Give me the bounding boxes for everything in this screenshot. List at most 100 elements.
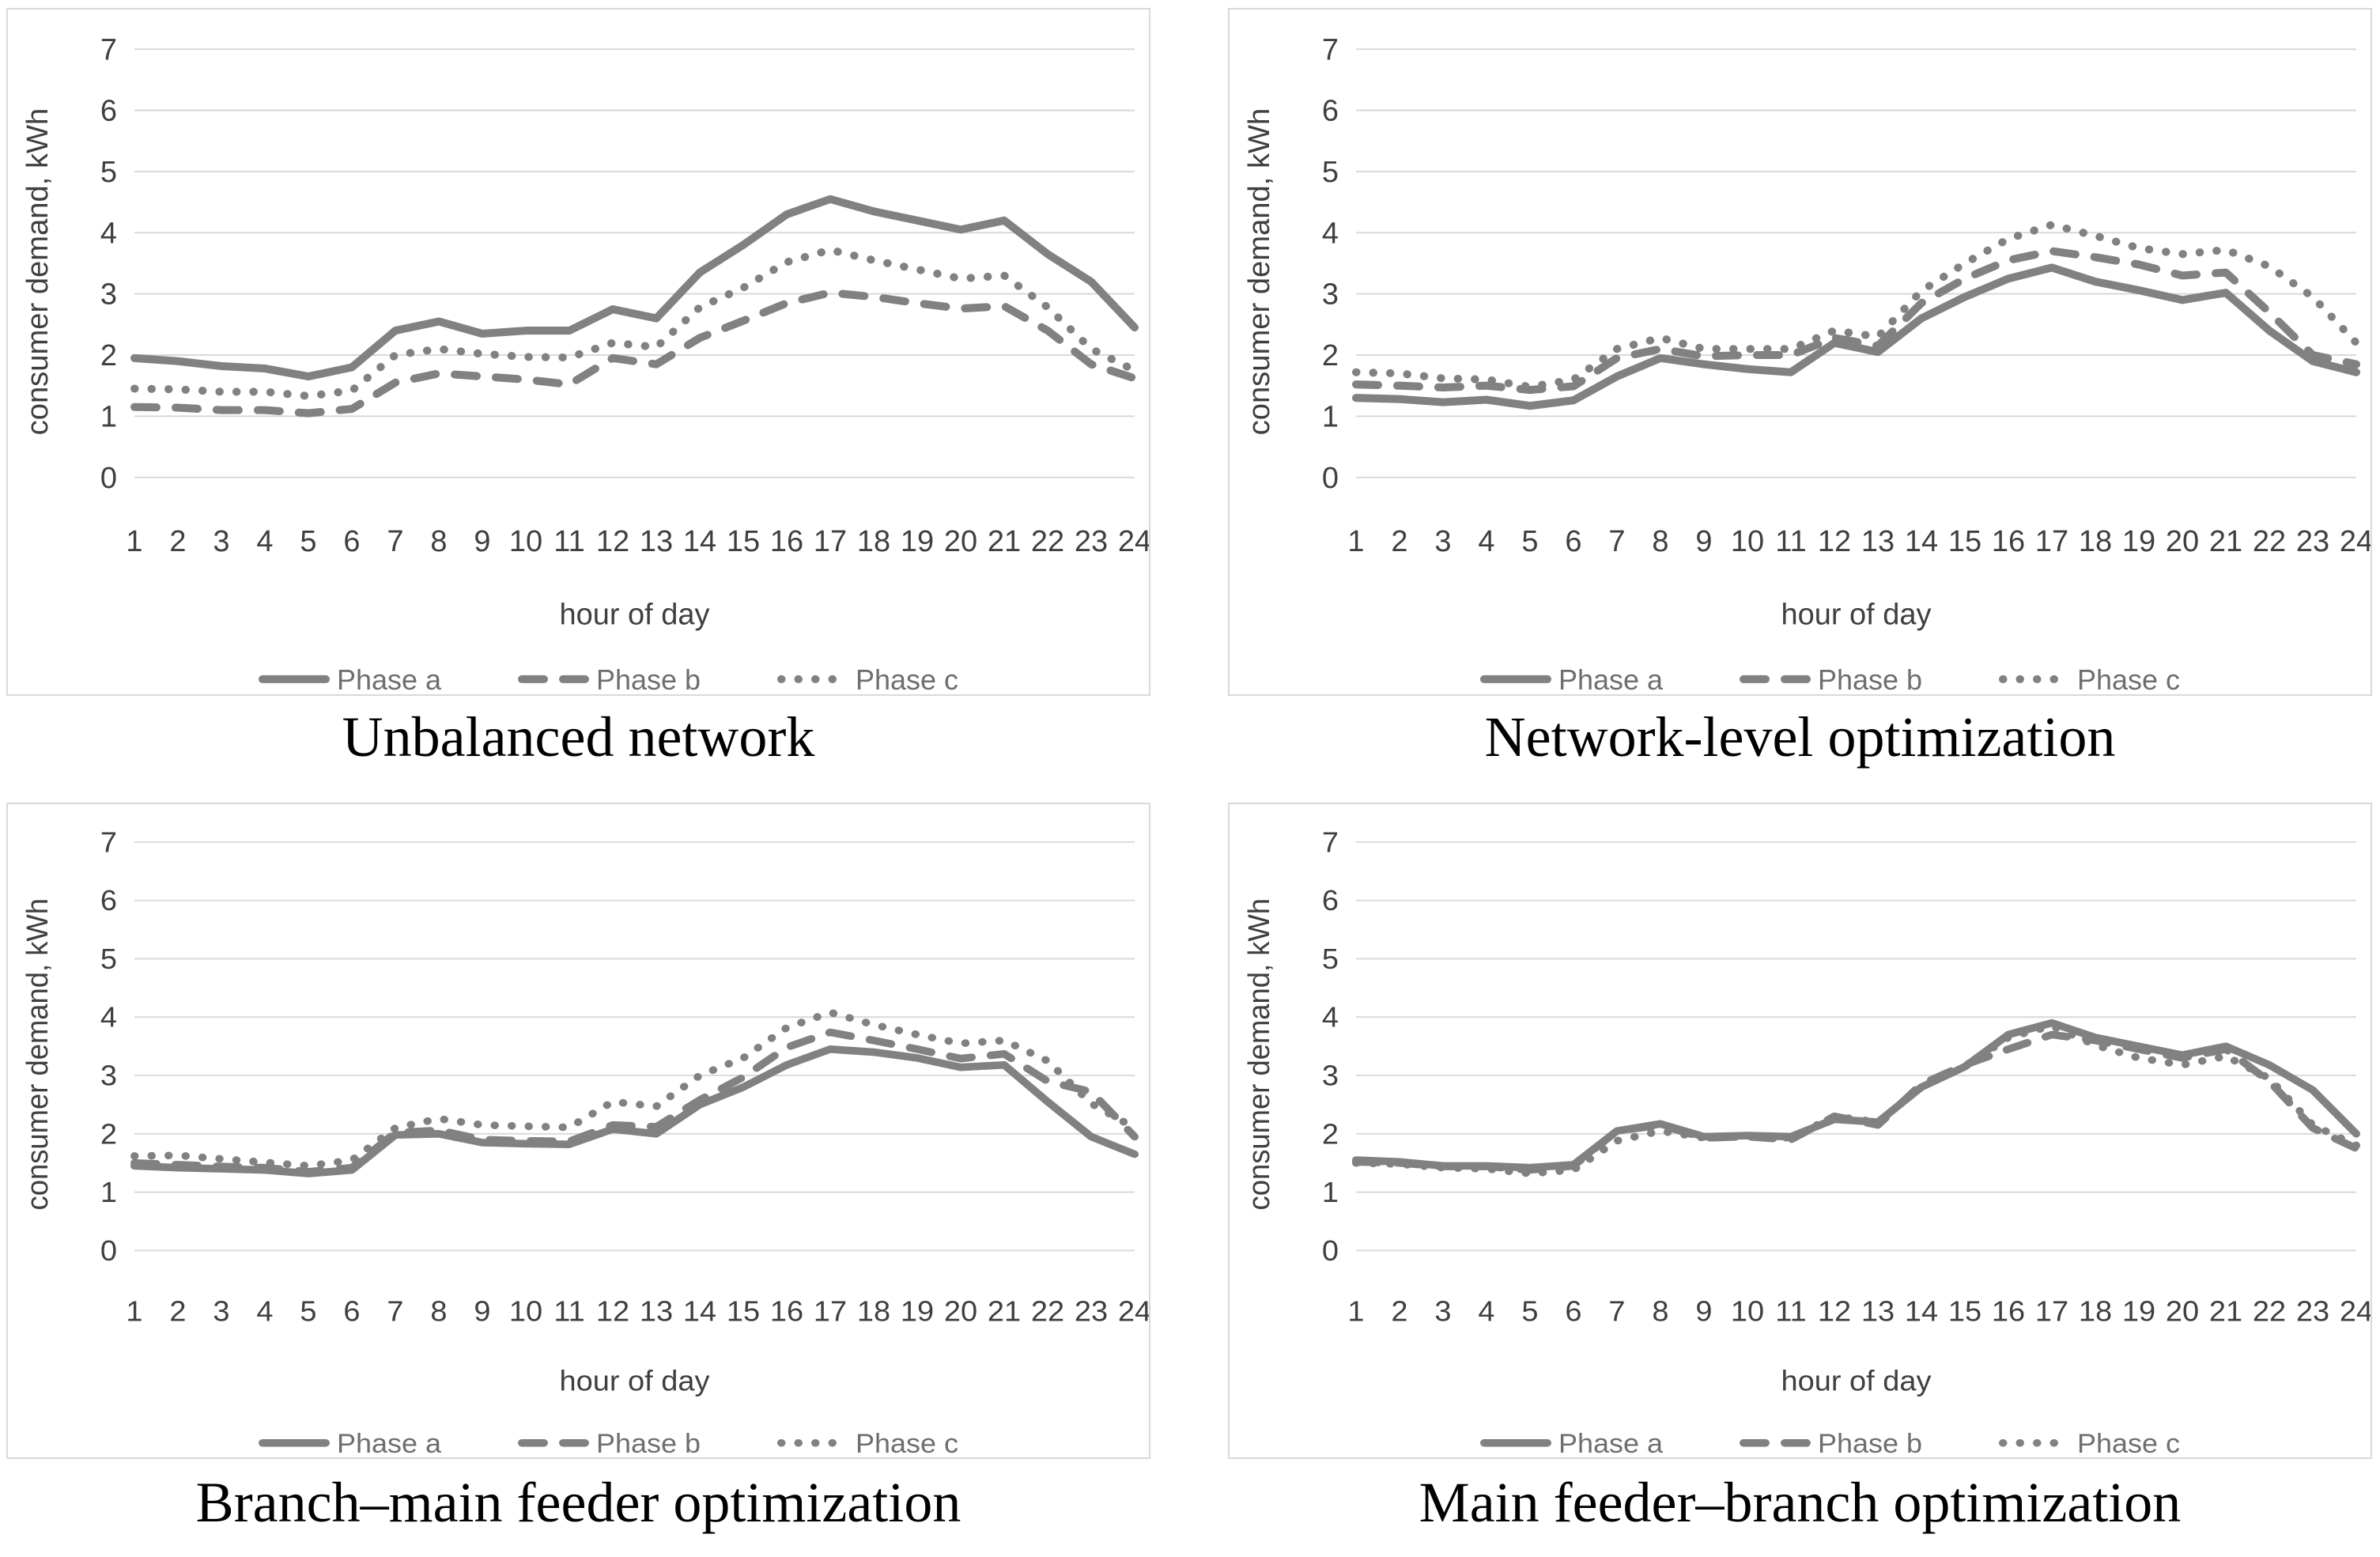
- legend-label-phase-b: Phase b: [1818, 1429, 1922, 1457]
- x-tick-label-24: 24: [1118, 1294, 1149, 1327]
- y-tick-label-7: 7: [100, 826, 117, 858]
- x-tick-label-6: 6: [1565, 525, 1581, 558]
- x-tick-label-19: 19: [901, 525, 934, 558]
- x-tick-label-17: 17: [2035, 1294, 2068, 1327]
- y-tick-label-4: 4: [100, 1000, 117, 1033]
- x-tick-label-22: 22: [2253, 1294, 2286, 1327]
- y-tick-label-2: 2: [100, 1117, 117, 1150]
- x-tick-label-9: 9: [1695, 1294, 1712, 1327]
- x-tick-label-15: 15: [1948, 525, 1981, 558]
- series-line-phase-c: [1352, 221, 2360, 391]
- x-tick-label-11: 11: [553, 525, 584, 558]
- series-line-phase-a: [130, 195, 1139, 381]
- x-tick-label-14: 14: [1905, 1294, 1938, 1327]
- chart-panel-network-level-optimization: 0 1 2 3 4 5 6 7 consumer demand, kWh 1 2 3 4 5 6 7 8 9 10 1…: [1228, 8, 2372, 696]
- x-tick-label-9: 9: [474, 1294, 490, 1327]
- y-tick-label-4: 4: [1322, 217, 1339, 250]
- x-tick-label-9: 9: [474, 525, 490, 558]
- legend-label-phase-b: Phase b: [1818, 663, 1922, 694]
- chart-panel-branch-main-feeder-optimization: 0 1 2 3 4 5 6 7 consumer demand, kWh 1 2 3 4 5 6 7 8 9 10 1…: [6, 803, 1150, 1459]
- legend-label-phase-c: Phase c: [856, 1429, 958, 1457]
- y-axis-title: consumer demand, kWh: [21, 108, 55, 436]
- y-axis-title: consumer demand, kWh: [1241, 898, 1275, 1211]
- x-tick-label-12: 12: [1818, 1294, 1851, 1327]
- y-tick-label-2: 2: [1322, 1117, 1339, 1150]
- x-tick-label-15: 15: [727, 525, 760, 558]
- y-tick-label-1: 1: [1322, 1176, 1339, 1208]
- series-line-phase-c: [1352, 1022, 2360, 1177]
- x-tick-label-3: 3: [213, 525, 229, 558]
- x-tick-label-20: 20: [944, 525, 977, 558]
- y-tick-label-5: 5: [100, 156, 117, 189]
- x-tick-label-15: 15: [1948, 1294, 1981, 1327]
- x-axis-title: hour of day: [559, 1364, 709, 1396]
- y-tick-label-5: 5: [100, 943, 117, 975]
- x-tick-label-3: 3: [1434, 1294, 1451, 1327]
- y-tick-label-4: 4: [1322, 1000, 1339, 1033]
- x-tick-label-18: 18: [2079, 1294, 2112, 1327]
- x-tick-label-14: 14: [683, 525, 716, 558]
- chart-panel-unbalanced-network: 0 1 2 3 4 5 6 7 consumer demand, kWh 1 2 3 4 5 6 7 8 9 10 1…: [6, 8, 1150, 696]
- x-tick-label-3: 3: [1434, 525, 1451, 558]
- series-line-phase-c: [130, 245, 1139, 400]
- x-tick-label-7: 7: [1608, 1294, 1625, 1327]
- x-tick-label-12: 12: [596, 1294, 629, 1327]
- x-tick-label-21: 21: [988, 525, 1021, 558]
- y-tick-label-6: 6: [1322, 95, 1339, 128]
- y-tick-label-6: 6: [1322, 884, 1339, 916]
- y-axis-title: consumer demand, kWh: [20, 898, 54, 1211]
- series-line-phase-b: [1352, 1030, 2360, 1174]
- y-tick-label-1: 1: [1322, 400, 1339, 433]
- x-tick-label-16: 16: [1992, 1294, 2025, 1327]
- x-tick-label-23: 23: [1075, 525, 1108, 558]
- x-tick-label-12: 12: [1818, 525, 1851, 558]
- x-tick-label-13: 13: [1861, 1294, 1895, 1327]
- x-tick-label-22: 22: [1031, 525, 1064, 558]
- x-axis-title: hour of day: [1781, 599, 1931, 632]
- x-tick-label-11: 11: [1775, 525, 1806, 558]
- x-tick-label-16: 16: [770, 525, 803, 558]
- y-tick-label-7: 7: [1322, 33, 1339, 66]
- x-tick-label-21: 21: [2209, 1294, 2242, 1327]
- x-tick-label-14: 14: [683, 1294, 716, 1327]
- x-tick-label-4: 4: [1478, 1294, 1494, 1327]
- x-tick-label-16: 16: [770, 1294, 803, 1327]
- x-tick-label-20: 20: [2166, 1294, 2199, 1327]
- x-tick-label-14: 14: [1905, 525, 1938, 558]
- x-tick-label-2: 2: [169, 525, 186, 558]
- x-tick-label-20: 20: [944, 1294, 977, 1327]
- x-tick-label-12: 12: [596, 525, 629, 558]
- x-tick-label-6: 6: [343, 1294, 360, 1327]
- series-line-phase-a: [130, 1045, 1139, 1177]
- y-tick-label-3: 3: [100, 278, 117, 312]
- x-tick-label-7: 7: [387, 1294, 403, 1327]
- x-tick-label-24: 24: [2340, 1294, 2371, 1327]
- y-axis-title: consumer demand, kWh: [1243, 108, 1276, 436]
- legend-label-phase-a: Phase a: [1558, 1429, 1663, 1457]
- y-tick-label-7: 7: [1322, 826, 1339, 858]
- series-line-phase-a: [1352, 263, 2360, 410]
- chart-caption-main-feeder-branch-optimization: Main feeder–branch optimization: [1419, 1471, 2182, 1534]
- x-tick-label-1: 1: [126, 525, 142, 558]
- x-tick-label-18: 18: [857, 1294, 890, 1327]
- x-tick-label-23: 23: [2296, 525, 2329, 558]
- y-tick-label-2: 2: [100, 339, 117, 372]
- x-tick-label-22: 22: [2253, 525, 2286, 558]
- x-tick-label-10: 10: [509, 525, 542, 558]
- x-tick-label-4: 4: [1478, 525, 1494, 558]
- x-tick-label-2: 2: [1391, 1294, 1407, 1327]
- x-tick-label-22: 22: [1031, 1294, 1064, 1327]
- y-tick-label-1: 1: [100, 1176, 117, 1208]
- series-line-phase-b: [130, 289, 1139, 418]
- legend-label-phase-a: Phase a: [337, 1429, 441, 1457]
- x-tick-label-7: 7: [387, 525, 403, 558]
- x-tick-label-11: 11: [553, 1294, 584, 1327]
- legend-label-phase-c: Phase c: [2077, 1429, 2180, 1457]
- x-tick-label-1: 1: [1347, 1294, 1364, 1327]
- x-tick-label-13: 13: [640, 1294, 673, 1327]
- y-tick-label-0: 0: [100, 462, 117, 495]
- y-tick-label-3: 3: [1322, 278, 1339, 312]
